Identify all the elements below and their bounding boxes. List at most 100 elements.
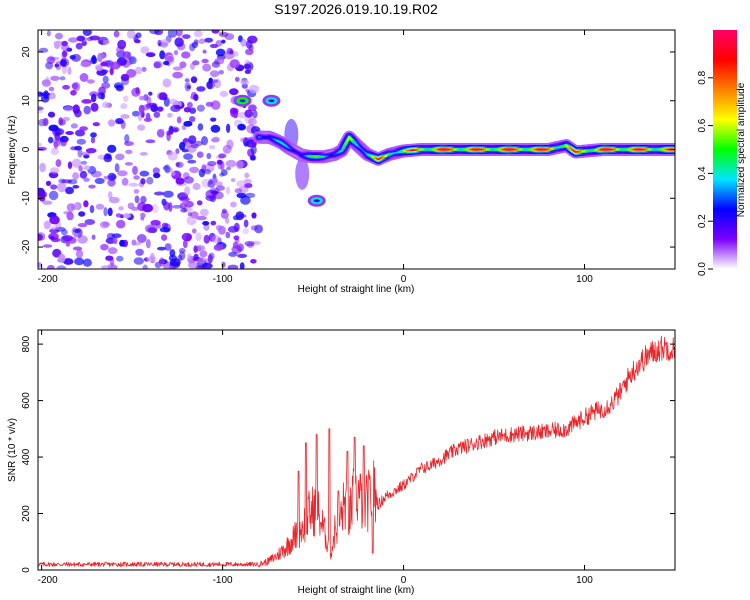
noise-speckle	[231, 51, 239, 57]
noise-speckle	[227, 264, 239, 269]
noise-speckle	[249, 156, 257, 161]
noise-speckle	[189, 166, 200, 174]
noise-speckle	[216, 159, 223, 165]
noise-speckle	[99, 53, 106, 60]
noise-speckle	[149, 30, 160, 35]
noise-speckle	[215, 185, 225, 191]
noise-speckle	[83, 177, 90, 182]
noise-speckle	[232, 241, 239, 249]
spectrogram-ytick-label: 20	[21, 46, 32, 58]
noise-speckle	[167, 112, 173, 118]
noise-speckle	[107, 178, 116, 187]
noise-speckle	[133, 175, 140, 180]
spectrogram-ytick-label: 10	[21, 95, 32, 107]
noise-speckle	[167, 30, 178, 38]
noise-speckle	[157, 92, 166, 100]
noise-speckle	[53, 140, 59, 149]
noise-speckle	[148, 91, 153, 96]
noise-speckle	[201, 136, 208, 146]
noise-speckle	[91, 234, 96, 240]
noise-speckle	[54, 226, 66, 232]
noise-speckle	[205, 101, 214, 107]
noise-speckle	[140, 46, 150, 54]
noise-speckle	[133, 257, 144, 265]
noise-speckle	[120, 73, 130, 82]
snr-ylabel: SNR (10 * v/v)	[7, 418, 18, 482]
noise-speckle	[193, 253, 199, 260]
noise-speckle	[230, 178, 236, 183]
noise-speckle	[166, 55, 174, 63]
noise-speckle	[183, 120, 193, 127]
noise-speckle	[196, 104, 205, 112]
noise-speckle	[237, 123, 246, 131]
noise-speckle	[209, 43, 219, 49]
noise-speckle	[105, 237, 116, 244]
noise-speckle	[73, 228, 81, 233]
noise-speckle	[211, 61, 221, 68]
noise-speckle	[50, 147, 59, 155]
noise-speckle	[78, 165, 83, 172]
noise-speckle	[50, 75, 60, 81]
noise-speckle	[80, 61, 91, 68]
noise-speckle	[67, 66, 72, 75]
noise-speckle	[100, 61, 108, 67]
noise-speckle	[100, 243, 109, 251]
noise-speckle	[82, 258, 92, 267]
noise-speckle	[72, 246, 83, 251]
noise-speckle	[250, 225, 258, 231]
colorbar-tick-label: 0.2	[697, 214, 708, 228]
noise-speckle	[234, 76, 240, 82]
noise-speckle	[71, 158, 82, 168]
noise-speckle	[109, 257, 115, 267]
noise-speckle	[193, 94, 199, 101]
noise-speckle	[38, 233, 43, 241]
spectrogram-xtick-label: 100	[576, 274, 593, 285]
noise-speckle	[145, 239, 151, 249]
noise-speckle	[67, 161, 73, 169]
noise-speckle	[122, 213, 131, 219]
snr-frame	[37, 329, 676, 571]
noise-speckle	[157, 39, 162, 47]
snr-panel: -200 -100 0 100 0 200 400 600 800 Height of stra…	[7, 329, 676, 596]
noise-speckle	[134, 66, 143, 75]
noise-speckle	[182, 239, 188, 249]
noise-speckle	[198, 38, 206, 44]
noise-speckle	[196, 215, 207, 221]
noise-speckle	[173, 128, 179, 133]
spectrogram-ytick-label: -20	[21, 239, 32, 254]
noise-speckle	[241, 83, 248, 89]
noise-speckle	[99, 40, 104, 45]
noise-speckle	[236, 180, 246, 188]
noise-speckle	[90, 170, 102, 178]
noise-speckle	[187, 212, 192, 217]
noise-speckle	[228, 251, 238, 257]
snr-ytick-label: 600	[21, 392, 32, 409]
noise-speckle	[56, 265, 67, 269]
noise-speckle	[62, 117, 70, 121]
noise-speckle	[248, 117, 257, 126]
noise-speckle	[47, 111, 56, 118]
noise-speckle	[213, 244, 224, 251]
noise-speckle	[169, 258, 181, 267]
noise-speckle	[55, 32, 63, 40]
noise-speckle	[222, 144, 232, 154]
noise-speckle	[186, 85, 191, 89]
noise-speckle	[142, 203, 154, 213]
noise-speckle	[103, 207, 108, 217]
noise-speckle	[145, 139, 156, 144]
noise-speckle	[221, 39, 226, 44]
noise-speckle	[215, 181, 223, 187]
noise-speckle	[42, 118, 49, 126]
noise-speckle	[193, 30, 203, 38]
colorbar-tick-label: 0.6	[697, 118, 708, 132]
noise-speckle	[48, 92, 56, 100]
noise-speckle	[175, 148, 180, 154]
noise-speckle	[49, 167, 60, 174]
noise-speckle	[67, 179, 78, 185]
noise-speckle	[184, 82, 191, 92]
noise-speckle	[164, 243, 172, 251]
noise-speckle	[117, 170, 128, 177]
noise-speckle	[108, 247, 118, 255]
noise-speckle	[41, 79, 52, 87]
